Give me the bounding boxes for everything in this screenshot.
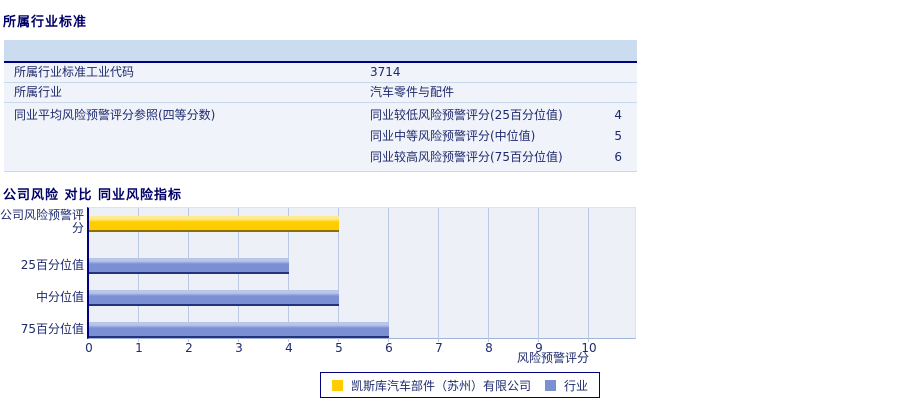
bar-2: [89, 290, 339, 306]
x-tick-mark: [588, 338, 589, 342]
subrow-median: 同业中等风险预警评分(中位值) 5: [370, 126, 637, 147]
legend-swatch-industry: [545, 379, 557, 391]
table-row: 同业平均风险预警评分参照(四等分数) 同业较低风险预警评分(25百分位值) 4 …: [4, 103, 637, 172]
subrow-value: 6: [614, 150, 622, 164]
industry-standard-table: 所属行业标准工业代码 3714 所属行业 汽车零件与配件 同业平均风险预警评分参…: [4, 40, 637, 172]
y-axis-label: 中分位值: [35, 290, 84, 304]
subrow-label: 同业较低风险预警评分(25百分位值): [370, 108, 563, 122]
gridline: [588, 208, 589, 338]
x-tick-label: 0: [85, 341, 93, 355]
y-axis-label: 75百分位值: [20, 322, 84, 336]
peer-score-subtable: 同业较低风险预警评分(25百分位值) 4 同业中等风险预警评分(中位值) 5 同…: [370, 105, 637, 168]
x-tick-mark: [438, 338, 439, 342]
x-tick-label: 9: [535, 341, 543, 355]
x-tick-label: 7: [435, 341, 443, 355]
x-tick-label: 4: [285, 341, 293, 355]
x-tick-mark: [138, 338, 139, 342]
x-axis-label: 风险预警评分: [516, 351, 589, 365]
x-tick-mark: [488, 338, 489, 342]
table-row: 所属行业 汽车零件与配件: [4, 83, 637, 103]
subrow-value: 4: [614, 108, 622, 122]
x-tick-mark: [238, 338, 239, 342]
gridline: [438, 208, 439, 338]
x-tick-mark: [338, 338, 339, 342]
bar-0: [89, 216, 339, 232]
legend-swatch-company: [332, 379, 343, 391]
row-label-industry: 所属行业: [14, 85, 63, 99]
subrow-p75: 同业较高风险预警评分(75百分位值) 6: [370, 147, 637, 168]
row-value-industry: 汽车零件与配件: [370, 85, 455, 99]
legend-label-company: 凯斯库汽车部件（苏州）有限公司: [351, 378, 532, 393]
row-label-sic-code: 所属行业标准工业代码: [14, 65, 135, 79]
x-tick-mark: [538, 338, 539, 342]
gridline: [538, 208, 539, 338]
x-tick-mark: [388, 338, 389, 342]
x-tick-label: 5: [335, 341, 343, 355]
x-tick-mark: [288, 338, 289, 342]
gridline: [338, 208, 339, 338]
chart-legend: 凯斯库汽车部件（苏州）有限公司 行业: [320, 372, 601, 398]
x-tick-label: 2: [185, 341, 193, 355]
chart-plot-area: [87, 207, 636, 339]
x-tick-label: 8: [485, 341, 493, 355]
x-tick-mark: [188, 338, 189, 342]
bar-3: [89, 322, 389, 338]
section-title-industry-standard: 所属行业标准: [3, 15, 88, 30]
subrow-label: 同业中等风险预警评分(中位值): [370, 129, 536, 143]
bar-1: [89, 258, 289, 274]
row-value-sic-code: 3714: [370, 65, 401, 79]
x-tick-label: 1: [135, 341, 143, 355]
gridline: [388, 208, 389, 338]
y-axis-label: 25百分位值: [20, 258, 84, 272]
y-axis-label: 公司风险预警评分: [0, 208, 85, 235]
x-tick-label: 6: [385, 341, 393, 355]
table-row: 所属行业标准工业代码 3714: [4, 63, 637, 83]
legend-label-industry: 行业: [564, 378, 589, 393]
x-tick-label: 3: [235, 341, 243, 355]
gridline: [488, 208, 489, 338]
row-label-peer-score-reference: 同业平均风险预警评分参照(四等分数): [14, 108, 216, 122]
subrow-value: 5: [614, 129, 622, 143]
subrow-label: 同业较高风险预警评分(75百分位值): [370, 150, 563, 164]
subrow-p25: 同业较低风险预警评分(25百分位值) 4: [370, 105, 637, 126]
table-header-row: [4, 40, 637, 63]
section-title-risk-comparison: 公司风险 对比 同业风险指标: [3, 188, 183, 203]
x-tick-label: 10: [581, 341, 597, 355]
